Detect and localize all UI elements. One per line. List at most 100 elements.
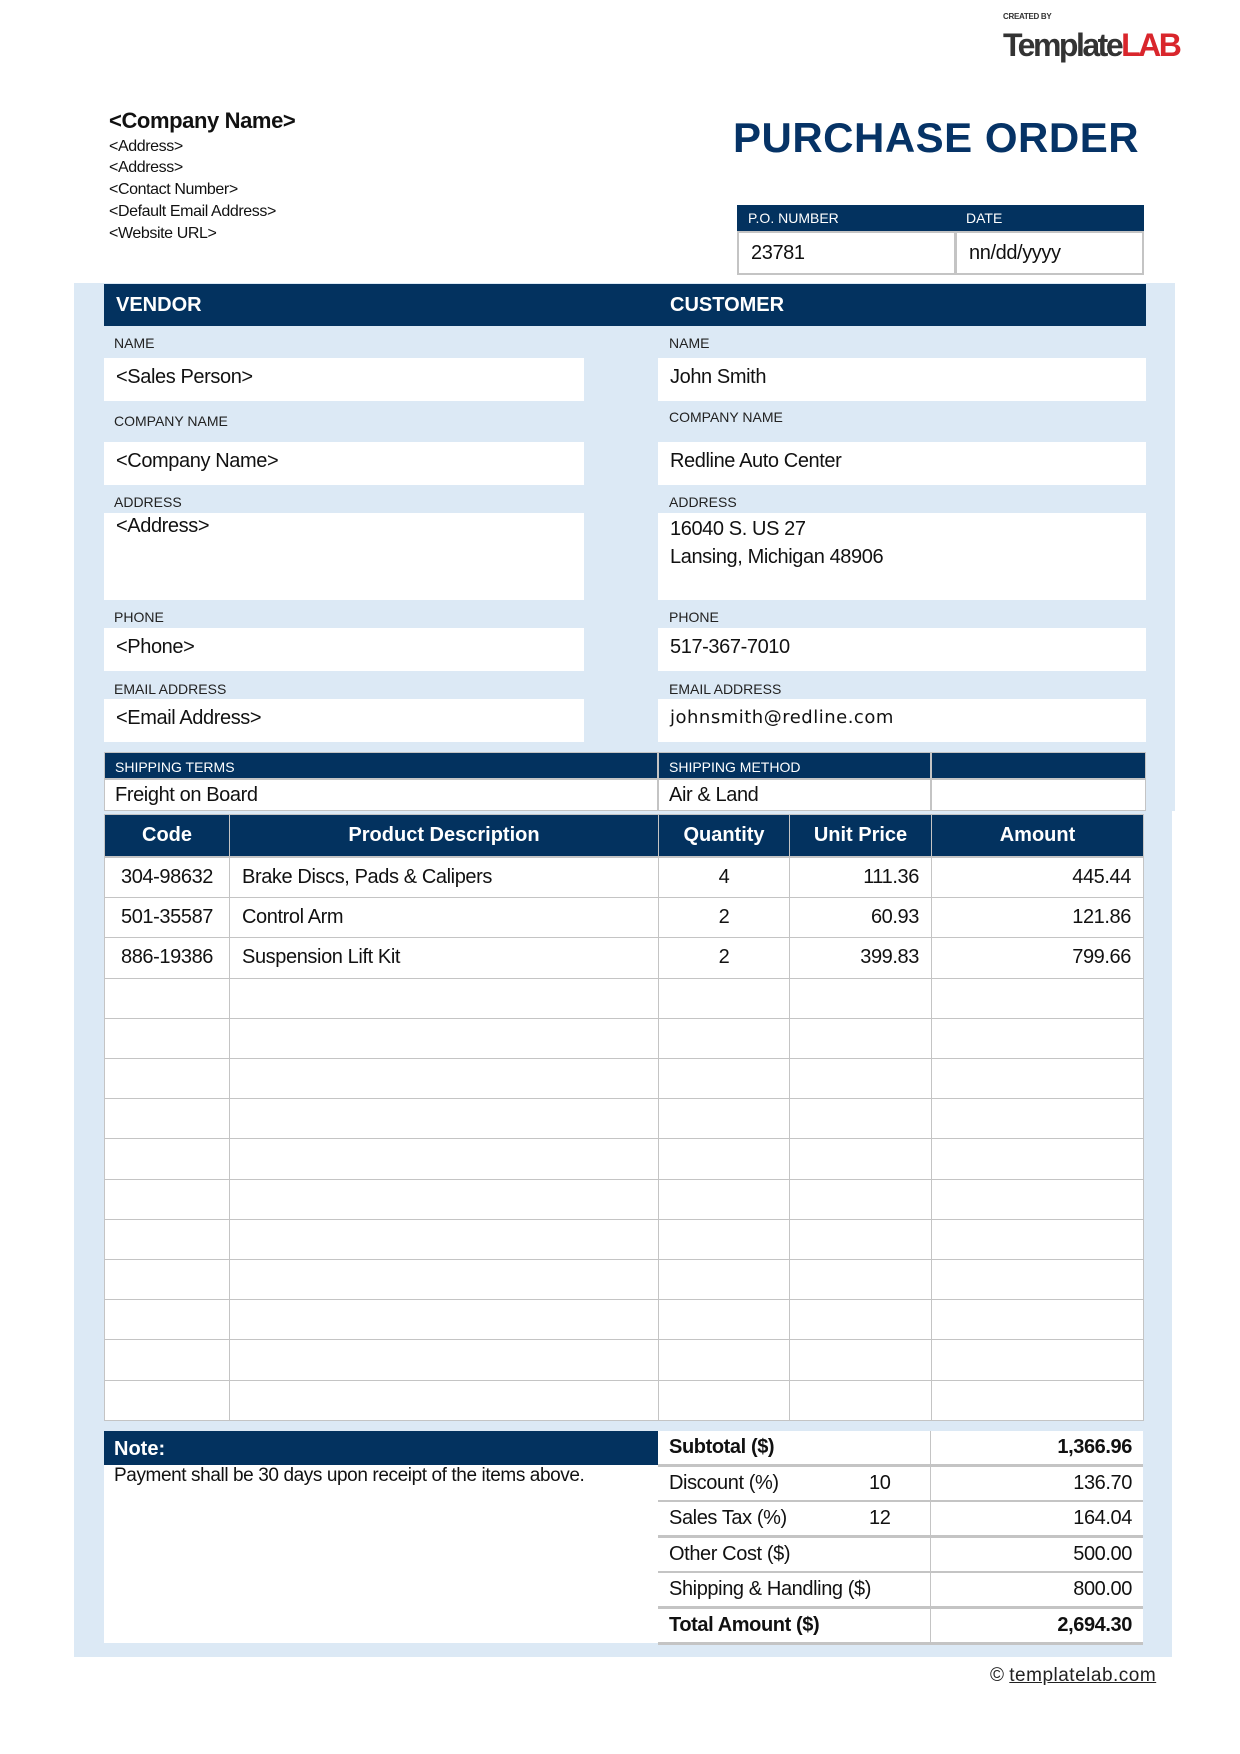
cell-unit-price[interactable]	[789, 1339, 932, 1381]
cell-description[interactable]	[229, 1379, 659, 1421]
cell-unit-price[interactable]	[789, 1218, 932, 1260]
cell-quantity[interactable]	[658, 977, 790, 1019]
total-label: Sales Tax (%)	[669, 1507, 787, 1530]
cell-quantity[interactable]	[658, 1178, 790, 1220]
cell-description[interactable]	[229, 1178, 659, 1220]
cell-unit-price[interactable]	[789, 1017, 932, 1059]
cell-quantity[interactable]	[658, 1259, 790, 1301]
cell-description[interactable]	[229, 1098, 659, 1140]
cell-amount[interactable]	[931, 1178, 1144, 1220]
cell-amount[interactable]: 799.66	[931, 937, 1144, 979]
customer-address-field[interactable]: 16040 S. US 27 Lansing, Michigan 48906	[658, 513, 1146, 600]
cell-code[interactable]: 304-98632	[104, 857, 230, 899]
cell-code[interactable]: 501-35587	[104, 897, 230, 939]
cell-amount[interactable]: 445.44	[931, 857, 1144, 899]
vendor-address-field[interactable]: <Address>	[104, 513, 584, 600]
cell-description[interactable]: Control Arm	[229, 897, 659, 939]
cell-amount[interactable]	[931, 1299, 1144, 1341]
cell-code[interactable]	[104, 1058, 230, 1100]
customer-name-field[interactable]: John Smith	[658, 358, 1146, 401]
templatelab-link[interactable]: templatelab.com	[1009, 1665, 1157, 1686]
cell-unit-price[interactable]	[789, 1138, 932, 1180]
customer-company-field[interactable]: Redline Auto Center	[658, 442, 1146, 485]
customer-phone-field[interactable]: 517-367-7010	[658, 628, 1146, 671]
vendor-name-field[interactable]: <Sales Person>	[104, 358, 584, 401]
cell-code[interactable]	[104, 1259, 230, 1301]
header-amount: Amount	[931, 814, 1144, 857]
po-number-label: P.O. NUMBER	[737, 205, 955, 231]
cell-description[interactable]: Suspension Lift Kit	[229, 937, 659, 979]
cell-code[interactable]	[104, 1379, 230, 1421]
cell-quantity[interactable]: 4	[658, 857, 790, 899]
cell-unit-price[interactable]: 111.36	[789, 857, 932, 899]
cell-description[interactable]	[229, 1218, 659, 1260]
cell-quantity[interactable]	[658, 1299, 790, 1341]
cell-unit-price[interactable]: 399.83	[789, 937, 932, 979]
cell-description[interactable]	[229, 1058, 659, 1100]
cell-unit-price[interactable]	[789, 1098, 932, 1140]
cell-quantity[interactable]	[658, 1138, 790, 1180]
cell-quantity[interactable]	[658, 1098, 790, 1140]
note-field[interactable]: Payment shall be 30 days upon receipt of…	[104, 1465, 658, 1643]
total-value: 164.04	[931, 1502, 1143, 1539]
vendor-phone-field[interactable]: <Phone>	[104, 628, 584, 671]
cell-description[interactable]	[229, 1138, 659, 1180]
vendor-company-field[interactable]: <Company Name>	[104, 442, 584, 485]
cell-description[interactable]	[229, 1017, 659, 1059]
cell-amount[interactable]	[931, 977, 1144, 1019]
cell-code[interactable]: 886-19386	[104, 937, 230, 979]
vendor-company-label: COMPANY NAME	[114, 413, 228, 429]
cell-code[interactable]	[104, 1138, 230, 1180]
cell-code[interactable]	[104, 977, 230, 1019]
header-code: Code	[104, 814, 230, 857]
shipping-method-field[interactable]: Air & Land	[658, 779, 931, 811]
customer-email-field[interactable]: johnsmith@redline.com	[658, 699, 1146, 742]
cell-code[interactable]	[104, 1098, 230, 1140]
cell-amount[interactable]	[931, 1339, 1144, 1381]
cell-code[interactable]	[104, 1178, 230, 1220]
total-label-row: Total Amount ($)	[658, 1609, 931, 1645]
cell-amount[interactable]	[931, 1017, 1144, 1059]
cell-amount[interactable]	[931, 1138, 1144, 1180]
cell-unit-price[interactable]	[789, 1259, 932, 1301]
cell-quantity[interactable]	[658, 1218, 790, 1260]
cell-unit-price[interactable]: 60.93	[789, 897, 932, 939]
cell-description[interactable]	[229, 1339, 659, 1381]
total-rate[interactable]: 10	[869, 1471, 891, 1494]
cell-unit-price[interactable]	[789, 1379, 932, 1421]
cell-quantity[interactable]	[658, 1058, 790, 1100]
cell-amount[interactable]	[931, 1058, 1144, 1100]
company-address-2: <Address>	[109, 159, 183, 176]
cell-code[interactable]	[104, 1017, 230, 1059]
cell-amount[interactable]	[931, 1218, 1144, 1260]
date-field[interactable]: nn/dd/yyyy	[955, 231, 1144, 275]
cell-quantity[interactable]	[658, 1339, 790, 1381]
cell-description[interactable]	[229, 1299, 659, 1341]
cell-quantity[interactable]	[658, 1379, 790, 1421]
po-number-field[interactable]: 23781	[737, 231, 956, 275]
total-rate[interactable]: 12	[869, 1507, 891, 1530]
cell-code[interactable]	[104, 1299, 230, 1341]
cell-code[interactable]	[104, 1218, 230, 1260]
cell-unit-price[interactable]	[789, 1058, 932, 1100]
cell-unit-price[interactable]	[789, 1299, 932, 1341]
cell-quantity[interactable]: 2	[658, 937, 790, 979]
cell-quantity[interactable]: 2	[658, 897, 790, 939]
cell-description[interactable]	[229, 1259, 659, 1301]
total-label-row: Sales Tax (%) 12	[658, 1502, 931, 1539]
cell-quantity[interactable]	[658, 1017, 790, 1059]
cell-code[interactable]	[104, 1339, 230, 1381]
cell-amount[interactable]	[931, 1259, 1144, 1301]
customer-address-line2: Lansing, Michigan 48906	[670, 546, 884, 568]
cell-description[interactable]	[229, 977, 659, 1019]
cell-amount[interactable]	[931, 1379, 1144, 1421]
cell-amount[interactable]: 121.86	[931, 897, 1144, 939]
shipping-blank-field[interactable]	[931, 779, 1146, 811]
cell-unit-price[interactable]	[789, 1178, 932, 1220]
cell-description[interactable]: Brake Discs, Pads & Calipers	[229, 857, 659, 899]
cell-unit-price[interactable]	[789, 977, 932, 1019]
shipping-terms-field[interactable]: Freight on Board	[104, 779, 658, 811]
cell-amount[interactable]	[931, 1098, 1144, 1140]
company-contact: <Contact Number>	[109, 181, 238, 198]
vendor-email-field[interactable]: <Email Address>	[104, 699, 584, 742]
